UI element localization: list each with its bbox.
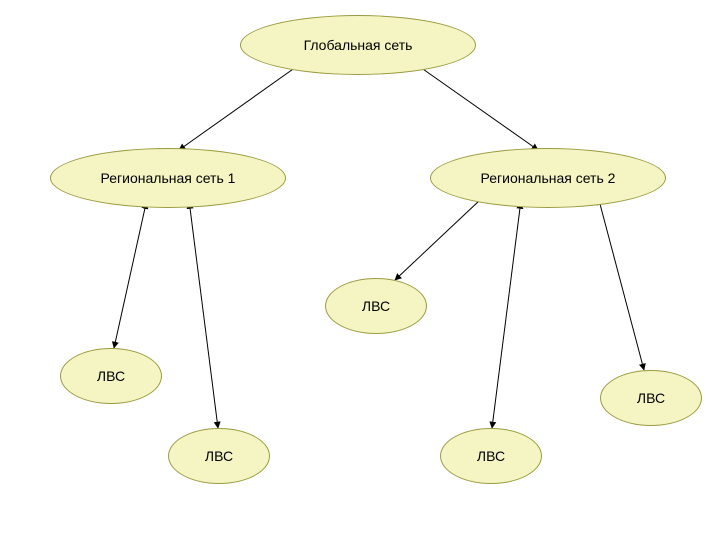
node-lvs1: ЛВС — [60, 348, 162, 404]
node-label: ЛВС — [97, 368, 125, 384]
node-lvs5: ЛВС — [440, 428, 542, 484]
node-regional1: Региональная сеть 1 — [50, 148, 286, 208]
edge — [600, 204, 644, 370]
edge — [395, 200, 480, 280]
node-label: ЛВС — [205, 448, 233, 464]
edge — [492, 208, 520, 428]
node-lvs3: ЛВС — [325, 278, 427, 334]
node-label: Глобальная сеть — [304, 37, 413, 53]
node-global: Глобальная сеть — [240, 15, 476, 75]
node-label: ЛВС — [637, 390, 665, 406]
edges-layer — [0, 0, 720, 540]
node-label: ЛВС — [477, 448, 505, 464]
node-label: ЛВС — [362, 298, 390, 314]
node-label: Региональная сеть 2 — [481, 170, 616, 186]
edge — [420, 67, 538, 150]
edge — [114, 208, 145, 348]
diagram-canvas: Глобальная сеть Региональная сеть 1 Реги… — [0, 0, 720, 540]
node-lvs2: ЛВС — [168, 428, 270, 484]
node-lvs6: ЛВС — [600, 370, 702, 426]
node-label: Региональная сеть 1 — [101, 170, 236, 186]
node-regional2: Региональная сеть 2 — [430, 148, 666, 208]
edge — [190, 208, 218, 428]
edge — [179, 67, 296, 150]
